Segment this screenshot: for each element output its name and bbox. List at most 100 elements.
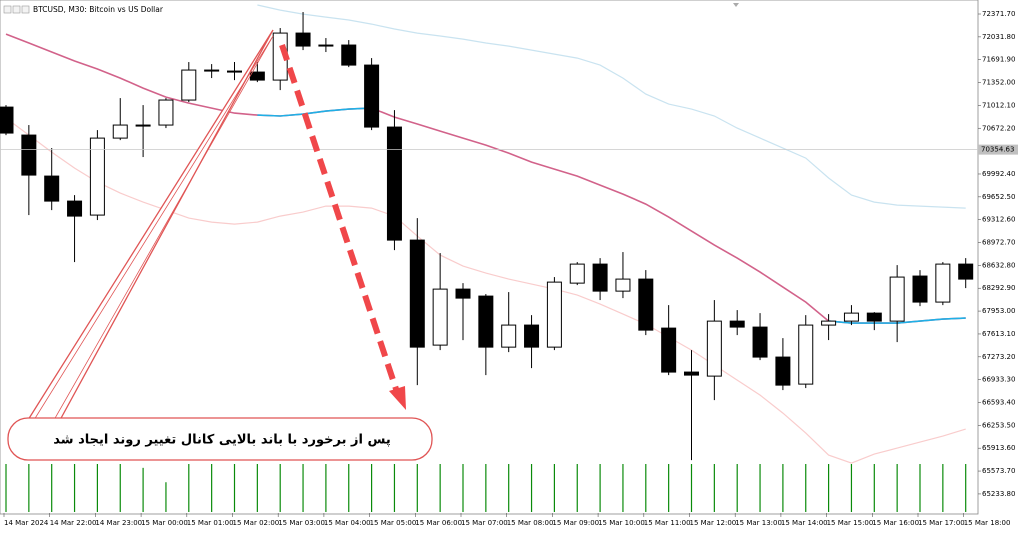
y-tick-label: 71352.00	[982, 79, 1015, 87]
x-tick-label: 15 Mar 13:00	[735, 519, 782, 527]
candle-body	[684, 371, 699, 376]
callout-box	[7, 417, 433, 461]
chart-title: BTCUSD, M30: Bitcoin vs US Dollar	[33, 5, 164, 14]
candle-body	[638, 278, 654, 331]
arrow-head	[389, 386, 406, 410]
candle-body	[866, 312, 882, 322]
y-tick-label: 70672.20	[982, 124, 1015, 132]
x-tick-label: 15 Mar 04:00	[324, 519, 371, 527]
y-tick-label: 69992.40	[982, 170, 1015, 178]
bid-label: 70354.63	[981, 146, 1014, 154]
x-tick-label: 15 Mar 06:00	[415, 519, 462, 527]
y-tick-label: 66593.40	[982, 399, 1015, 407]
candle-body	[455, 288, 471, 299]
candle-body	[249, 71, 265, 81]
y-tick-label: 72031.80	[982, 33, 1015, 41]
candle-body	[386, 126, 402, 241]
x-tick-label: 14 Mar 2024	[4, 519, 49, 527]
y-tick-label: 69652.50	[982, 193, 1015, 201]
x-tick-label: 15 Mar 08:00	[507, 519, 554, 527]
x-tick-label: 15 Mar 17:00	[918, 519, 965, 527]
candle-body	[21, 134, 37, 176]
candle-body	[89, 137, 105, 216]
x-tick-label: 15 Mar 01:00	[187, 519, 234, 527]
x-tick-label: 15 Mar 09:00	[552, 519, 599, 527]
candle-body	[821, 320, 837, 326]
x-tick-label: 14 Mar 23:00	[95, 519, 142, 527]
axis-layer: 72371.70 72031.80 71691.90 71352.00 71012.10…	[0, 10, 1018, 527]
y-tick-label: 72371.70	[982, 10, 1015, 18]
candle-body	[935, 263, 951, 303]
candle-body	[889, 276, 905, 322]
trend-arrow	[279, 44, 400, 393]
indicator-line	[5, 33, 966, 324]
x-tick-label: 15 Mar 14:00	[781, 519, 828, 527]
candle-body	[295, 32, 311, 47]
candle-body	[158, 99, 174, 126]
y-tick-label: 65233.80	[982, 490, 1015, 498]
candle-body	[181, 69, 197, 101]
candle-body	[798, 324, 814, 385]
y-tick-label: 68292.90	[982, 284, 1015, 292]
y-tick-label: 67273.20	[982, 353, 1015, 361]
candle-body	[0, 106, 14, 134]
candle-body	[227, 70, 242, 73]
candle-body	[409, 239, 425, 348]
indicator-layer	[5, 4, 966, 464]
candle-body	[592, 263, 608, 292]
y-tick-label: 65913.60	[982, 444, 1015, 452]
symbol-icon	[3, 5, 12, 14]
candle-body	[364, 64, 380, 128]
y-tick-label: 71012.10	[982, 101, 1015, 109]
bid-box	[978, 144, 1018, 155]
x-tick-label: 15 Mar 15:00	[827, 519, 874, 527]
candle-body	[615, 278, 631, 292]
candle-body	[912, 275, 928, 303]
candle-body	[661, 327, 677, 373]
symbol-icon	[21, 5, 30, 14]
x-tick-label: 14 Mar 22:00	[50, 519, 97, 527]
y-tick-label: 68972.70	[982, 239, 1015, 247]
y-tick-label: 67953.00	[982, 307, 1015, 315]
candle-body	[546, 281, 562, 348]
x-tick-label: 15 Mar 00:00	[141, 519, 188, 527]
x-tick-label: 15 Mar 12:00	[690, 519, 737, 527]
y-tick-label: 65573.70	[982, 467, 1015, 475]
candle-body	[67, 200, 83, 217]
x-tick-label: 15 Mar 18:00	[964, 519, 1011, 527]
candle-body	[775, 356, 791, 386]
x-tick-label: 15 Mar 05:00	[370, 519, 417, 527]
candle-body	[569, 263, 585, 284]
candle-body	[843, 312, 859, 322]
x-tick-label: 15 Mar 10:00	[598, 519, 645, 527]
candle-body	[524, 324, 540, 348]
candle-body	[135, 124, 151, 127]
y-tick-label: 71691.90	[982, 56, 1015, 64]
candle-body	[729, 320, 745, 328]
candle-body	[204, 69, 220, 72]
candle-body	[706, 320, 722, 377]
y-tick-label: 66253.50	[982, 421, 1015, 429]
symbol-icon	[12, 5, 21, 14]
candle-body	[341, 44, 357, 66]
y-tick-label: 68632.80	[982, 261, 1015, 269]
volume-layer	[5, 464, 967, 512]
x-tick-label: 15 Mar 11:00	[644, 519, 691, 527]
candle-body	[112, 124, 128, 139]
candle-body	[752, 326, 768, 358]
candle-body	[958, 263, 974, 280]
x-tick-label: 15 Mar 07:00	[461, 519, 508, 527]
indicator-line	[257, 4, 966, 209]
candle-body	[478, 295, 494, 348]
candle-body	[432, 288, 448, 346]
candle-body	[318, 44, 334, 47]
candle-body	[44, 175, 60, 202]
shift-marker	[733, 3, 739, 7]
candle-body	[501, 324, 517, 348]
annotation: پس از برخورد با باند بالایی کانال تغییر …	[53, 433, 390, 448]
candle-layer	[0, 12, 974, 461]
x-tick-label: 15 Mar 03:00	[278, 519, 325, 527]
y-tick-label: 69312.60	[982, 216, 1015, 224]
